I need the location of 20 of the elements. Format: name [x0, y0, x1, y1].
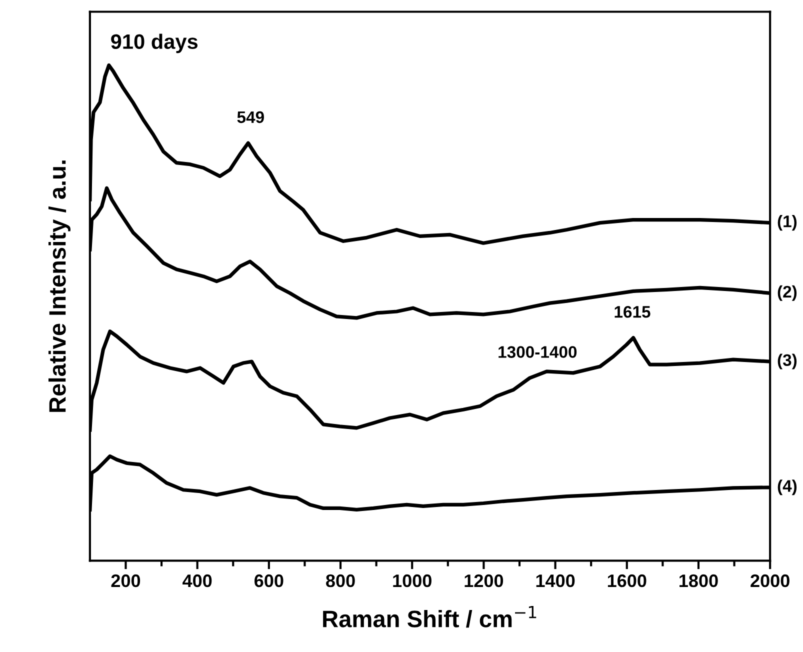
- x-tick-label: 1800: [680, 574, 718, 588]
- x-tick-label: 2000: [750, 574, 790, 588]
- x-tick-label: 1000: [393, 574, 432, 588]
- text: 910 days: [111, 34, 198, 54]
- series-label: (2): [778, 285, 797, 301]
- annotation: 1300-1400: [498, 346, 577, 358]
- x-tick-label: 600: [254, 574, 284, 588]
- x-tick-label: 1200: [464, 574, 504, 588]
- x-tick-label: 200: [111, 574, 140, 588]
- x-tick-label: 1600: [608, 574, 646, 588]
- x-tick-label: 1400: [536, 574, 575, 588]
- series-label: (1): [778, 215, 797, 231]
- annotation: 1615: [614, 306, 650, 318]
- x-tick-label: 800: [326, 574, 355, 588]
- y-axis-title: Relative Intensity / a.u.: [48, 160, 70, 412]
- series-label: (4): [778, 480, 797, 496]
- x-tick-label: 400: [182, 574, 212, 588]
- series-label: (3): [778, 354, 797, 370]
- annotation: 549: [237, 111, 264, 124]
- x-axis-title: Raman Shift / cm$^{−1}$: [323, 606, 536, 628]
